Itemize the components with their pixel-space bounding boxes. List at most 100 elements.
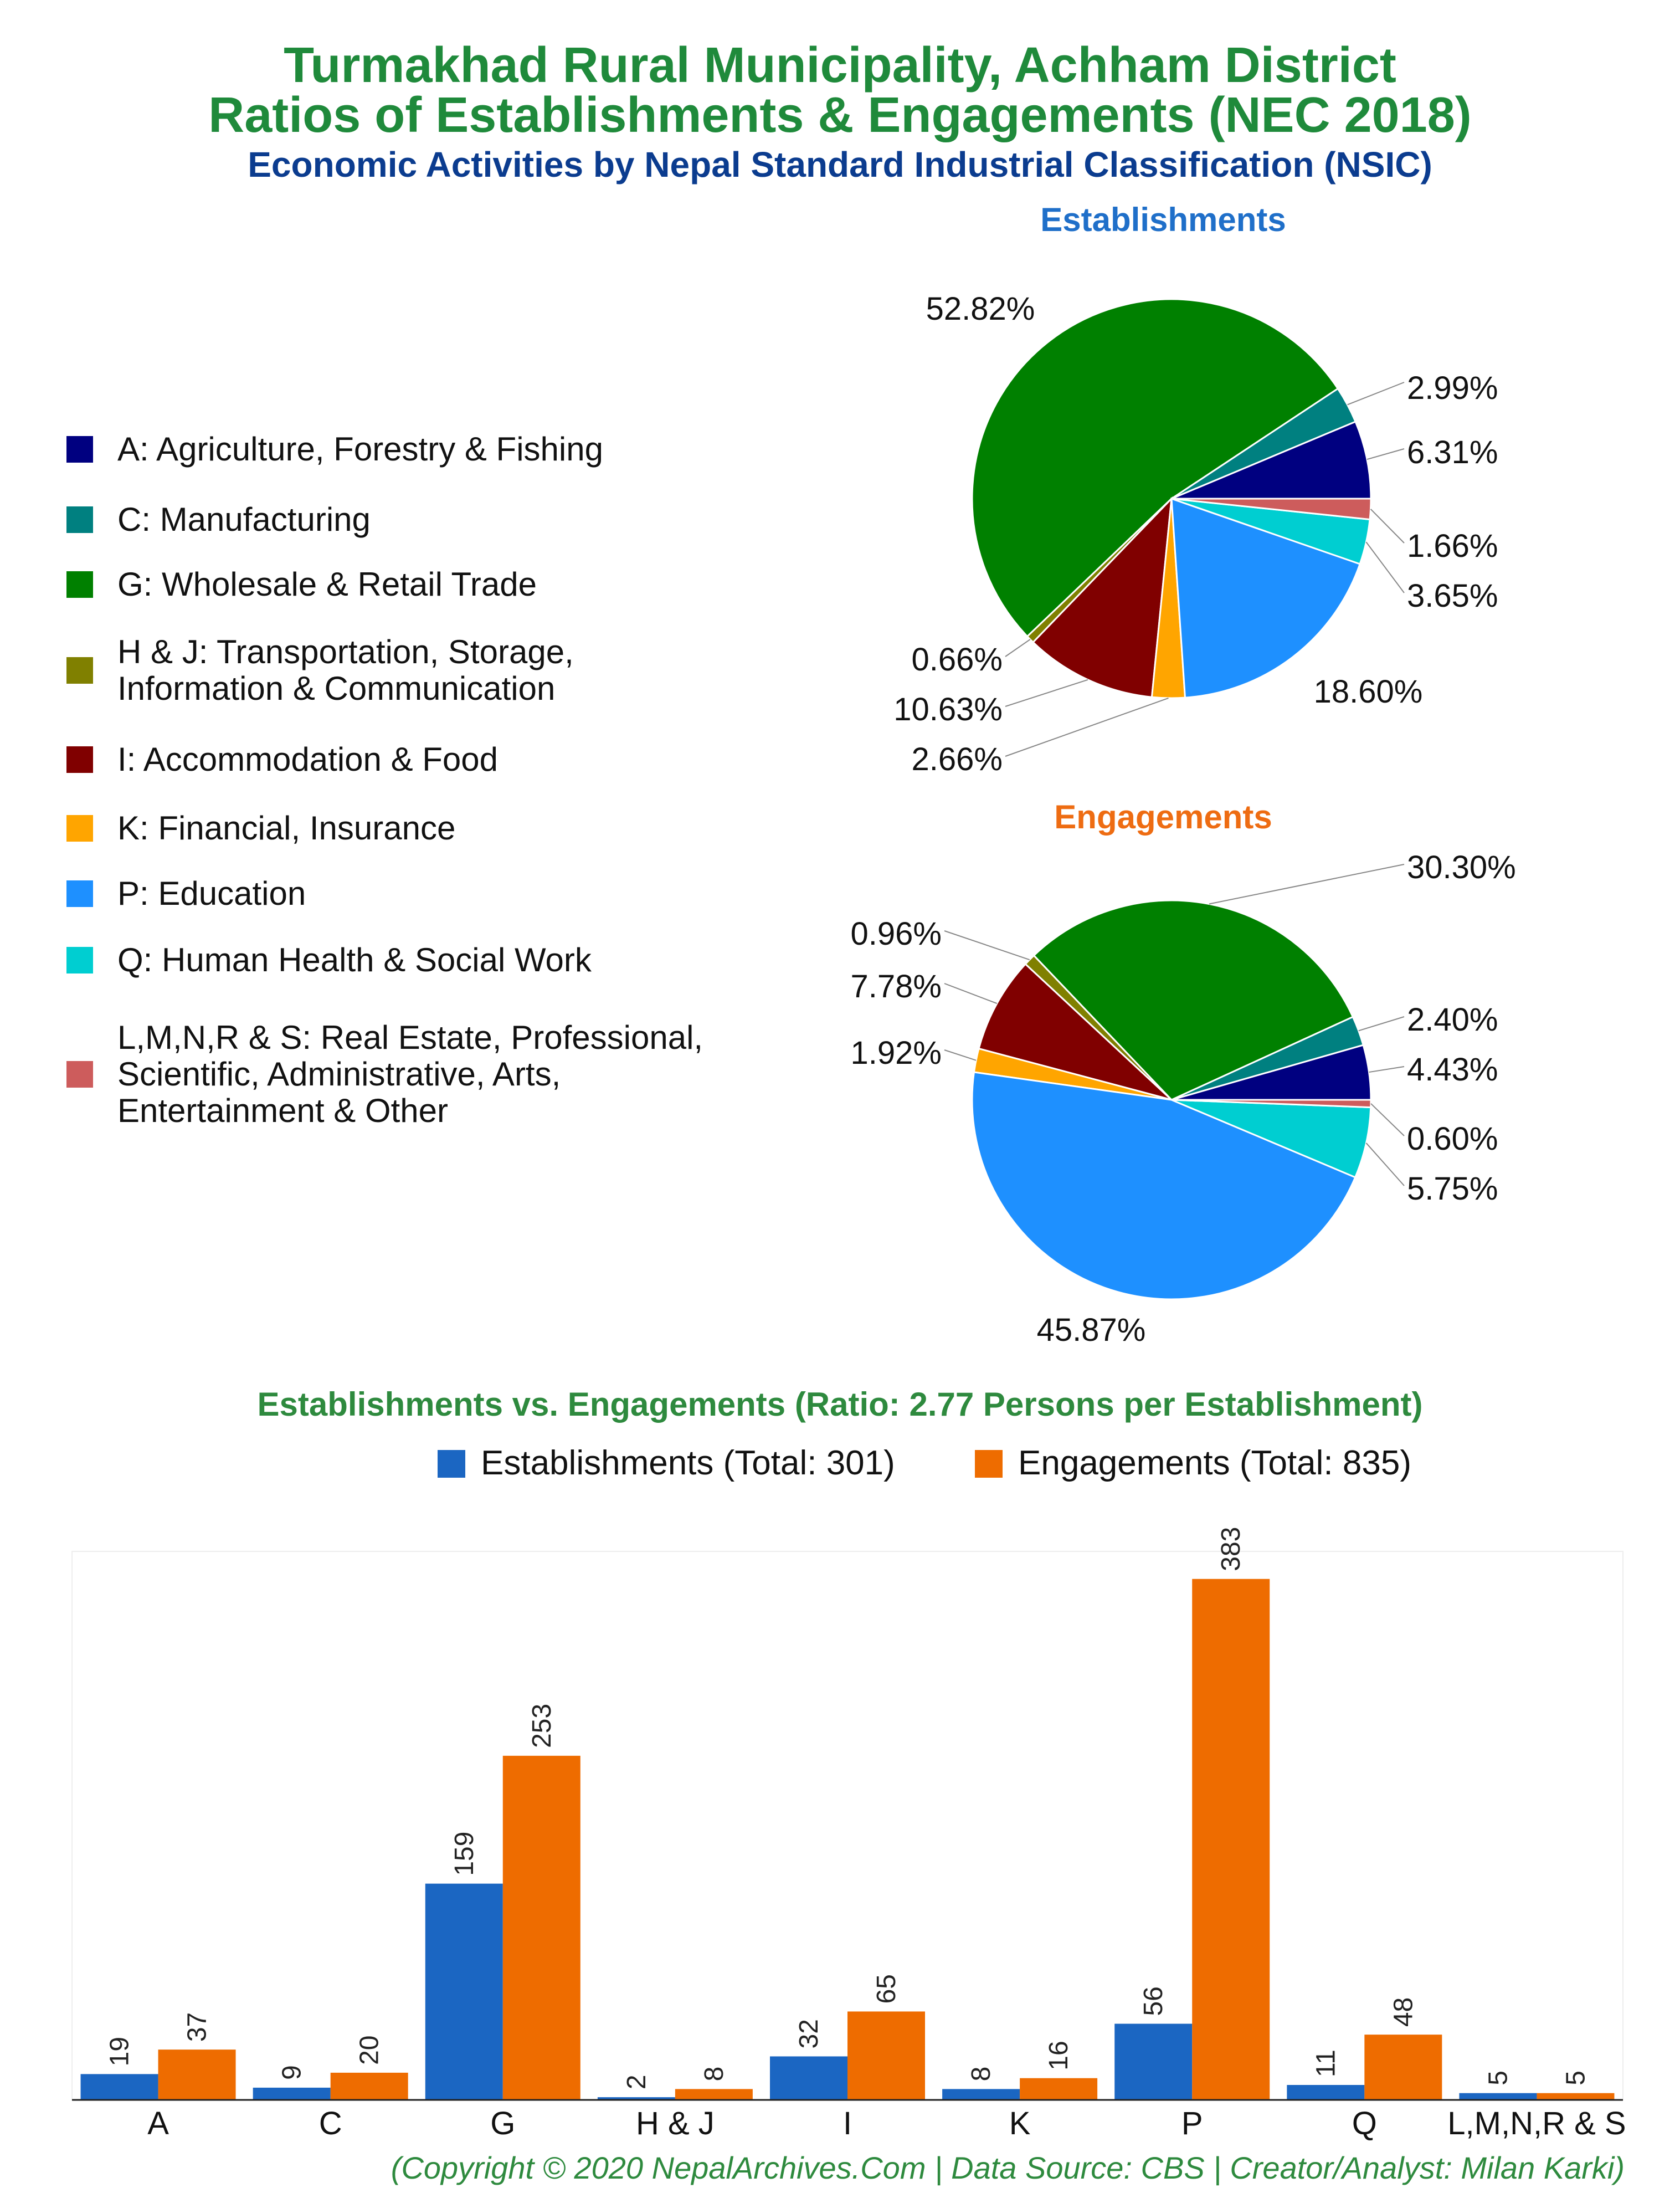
legend-label-lmnrs-line1: L,M,N,R & S: Real Estate, Professional,: [117, 1019, 703, 1056]
bar-value-label-engagements-8: 5: [1561, 2071, 1590, 2086]
pie-est-leader-k: [1005, 698, 1169, 757]
pie-eng-leader-lmnrs: [1370, 1103, 1405, 1136]
pie-est-leader-lmnrs: [1370, 509, 1405, 544]
bar-establishments-5: [942, 2089, 1020, 2100]
bar-value-label-engagements-3: 8: [700, 2067, 729, 2082]
pie-eng-label-hj: 0.96%: [851, 916, 942, 952]
legend-swatch-q: [66, 947, 93, 973]
bar-value-label-establishments-5: 8: [967, 2067, 996, 2082]
pie-eng-leader-c: [1358, 1016, 1405, 1032]
bar-value-label-engagements-5: 16: [1044, 2041, 1073, 2070]
bar-value-label-engagements-1: 20: [355, 2036, 384, 2065]
legend-swatch-g: [66, 571, 93, 598]
pie-est-leader-c: [1347, 382, 1405, 406]
bar-value-label-engagements-7: 48: [1389, 1997, 1418, 2027]
legend-label-c: C: Manufacturing: [117, 501, 371, 538]
pie-eng-label-p: 45.87%: [1037, 1312, 1146, 1348]
pie-est-label-lmnrs: 1.66%: [1407, 528, 1498, 564]
bar-category-label-0: A: [147, 2105, 169, 2141]
bar-category-label-4: I: [843, 2105, 852, 2141]
bar-value-label-engagements-0: 37: [183, 2012, 212, 2042]
legend-label-g: G: Wholesale & Retail Trade: [117, 566, 537, 603]
bar-establishments-2: [425, 1883, 503, 2100]
bar-value-label-establishments-6: 56: [1139, 1986, 1168, 2016]
bar-category-label-2: G: [490, 2105, 515, 2141]
establishments-pie: 6.31% 2.99% 52.82% 0.66% 10.63% 2.66% 18.60% 3.…: [893, 291, 1498, 777]
bar-engagements-6: [1192, 1579, 1270, 2100]
pie-eng-label-i: 7.78%: [851, 969, 942, 1005]
pie-est-label-k: 2.66%: [912, 741, 1003, 777]
pie-eng-label-k: 1.92%: [851, 1035, 942, 1071]
bar-legend-swatch-establishments: [438, 1450, 465, 1478]
pie-est-slice-lmnrs: [1171, 498, 1372, 521]
bar-engagements-4: [847, 2011, 925, 2100]
bar-establishments-8: [1459, 2093, 1537, 2100]
pie-eng-leader-g: [1209, 864, 1405, 905]
pie-eng-slice-lmnrs: [1171, 1099, 1372, 1109]
engagements-pie: 4.43% 2.40% 30.30% 0.96% 7.78% 1.92% 45.87% 5.7…: [851, 849, 1516, 1348]
bar-engagements-0: [158, 2049, 236, 2100]
pie-eng-slice-q: [1171, 1099, 1372, 1179]
pie-eng-label-q: 5.75%: [1407, 1171, 1498, 1207]
bar-category-label-3: H & J: [636, 2105, 715, 2141]
bar-establishments-0: [80, 2074, 158, 2100]
bar-value-label-establishments-3: 2: [622, 2074, 651, 2089]
bar-chart-title: Establishments vs. Engagements (Ratio: 2…: [257, 1386, 1423, 1423]
bar-value-label-establishments-7: 11: [1311, 2049, 1340, 2077]
legend-swatch-hj: [66, 657, 93, 684]
bar-category-label-6: P: [1181, 2105, 1203, 2141]
bar-legend-engagements: Engagements (Total: 835): [975, 1443, 1411, 1483]
legend-label-p: P: Education: [117, 875, 306, 912]
pie-est-label-i: 10.63%: [893, 691, 1003, 727]
pie-est-leader-i: [1005, 679, 1088, 707]
legend-label-lmnrs-line3: Entertainment & Other: [117, 1092, 448, 1129]
bar-legend-swatch-engagements: [975, 1450, 1003, 1478]
bar-engagements-3: [675, 2089, 753, 2100]
bar-establishments-3: [597, 2097, 675, 2100]
bar-value-label-engagements-4: 65: [872, 1974, 901, 2004]
bar-legend-establishments: Establishments (Total: 301): [438, 1443, 895, 1483]
bar-value-label-establishments-1: 9: [278, 2065, 307, 2080]
chart-title-line2: Ratios of Establishments & Engagements (…: [208, 88, 1472, 143]
legend-label-a: A: Agriculture, Forestry & Fishing: [117, 431, 603, 468]
pie-eng-slice-g: [1032, 899, 1354, 1101]
bar-engagements-7: [1364, 2035, 1442, 2100]
legend-label-hj-line2: Information & Communication: [117, 670, 556, 707]
bar-category-label-7: Q: [1352, 2105, 1377, 2141]
pie-est-leader-q: [1365, 541, 1405, 593]
pie-est-label-c: 2.99%: [1407, 370, 1498, 406]
legend-label-q: Q: Human Health & Social Work: [117, 941, 592, 978]
pie-est-label-q: 3.65%: [1407, 578, 1498, 614]
bar-category-label-8: L,M,N,R & S: [1447, 2105, 1626, 2141]
bar-legend-label-establishments: Establishments (Total: 301): [481, 1444, 895, 1482]
pie-est-slice-g: [971, 298, 1339, 638]
pie-est-label-a: 6.31%: [1407, 434, 1498, 470]
legend-swatch-lmnrs: [66, 1061, 93, 1088]
pie-eng-label-lmnrs: 0.60%: [1407, 1121, 1498, 1157]
pie-est-leader-hj: [1005, 639, 1031, 657]
legend-label-k: K: Financial, Insurance: [117, 809, 456, 847]
legend-swatch-a: [66, 436, 93, 463]
pie-charts-svg: 6.31% 2.99% 52.82% 0.66% 10.63% 2.66% 18.60% 3.…: [851, 291, 1516, 1348]
bar-engagements-1: [330, 2072, 408, 2100]
legend-label-lmnrs: L,M,N,R & S: Real Estate, Professional, S…: [117, 1019, 703, 1129]
bar-value-label-establishments-2: 159: [450, 1832, 479, 1876]
bar-establishments-4: [770, 2056, 847, 2100]
pie-est-slice-a: [1171, 420, 1372, 500]
bar-legend-label-engagements: Engagements (Total: 835): [1018, 1444, 1411, 1482]
pie-eng-label-g: 30.30%: [1407, 849, 1516, 885]
bar-establishments-1: [253, 2087, 331, 2100]
pie-eng-leader-hj: [944, 930, 1030, 961]
pie-eng-slice-i: [978, 962, 1173, 1101]
pie-eng-leader-k: [944, 1049, 977, 1061]
bar-engagements-2: [502, 1755, 580, 2100]
legend-swatch-p: [66, 880, 93, 907]
copyright-footer: (Copyright © 2020 NepalArchives.Com | Da…: [391, 2150, 1625, 2185]
bar-establishments-6: [1114, 2023, 1193, 2100]
bar-establishments-7: [1287, 2084, 1365, 2100]
establishments-pie-title: Establishments: [1040, 201, 1286, 238]
legend-swatch-i: [66, 746, 93, 773]
pie-est-label-p: 18.60%: [1314, 674, 1423, 710]
bar-value-label-engagements-2: 253: [527, 1704, 557, 1748]
